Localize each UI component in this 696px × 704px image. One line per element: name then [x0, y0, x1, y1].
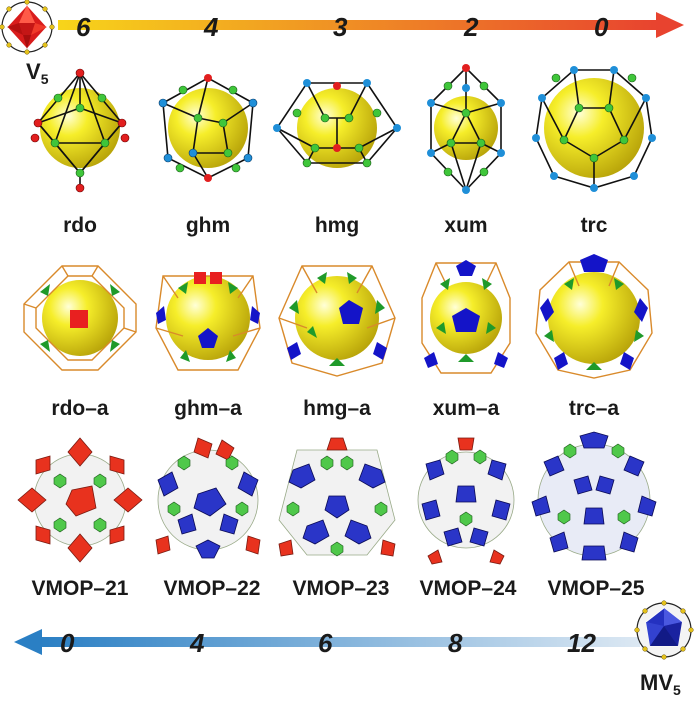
cage-label-1: rdo — [63, 214, 97, 237]
net-label-4: xum–a — [433, 397, 500, 420]
top-axis-number-3: 3 — [333, 12, 348, 42]
net-hmg-a — [278, 265, 396, 377]
net-label-1: rdo–a — [51, 397, 109, 420]
cage-ghm — [158, 74, 258, 182]
cage-label-2: ghm — [186, 214, 230, 237]
top-axis: 6 4 3 2 0 — [58, 12, 684, 42]
top-axis-number-1: 6 — [76, 12, 91, 42]
net-rdo-a — [23, 265, 137, 371]
vmop-22-structure — [155, 437, 261, 559]
vmop-24-structure — [417, 437, 515, 565]
mv5-label: MV5 — [640, 670, 681, 698]
cage-label-5: trc — [581, 214, 608, 237]
top-axis-number-5: 0 — [594, 12, 609, 42]
net-trc-a — [535, 254, 653, 379]
v5-polyhedron-icon — [0, 0, 55, 55]
bottom-axis: 0 4 6 8 12 — [14, 628, 640, 658]
cage-label-4: xum — [444, 214, 487, 237]
net-label-2: ghm–a — [174, 397, 242, 420]
vmop-label-3: VMOP–23 — [293, 577, 390, 600]
top-axis-number-2: 4 — [203, 12, 219, 42]
bottom-axis-number-4: 8 — [448, 628, 463, 658]
net-row — [23, 254, 653, 379]
top-axis-number-4: 2 — [463, 12, 479, 42]
vmop-row — [17, 431, 657, 565]
vmop-23-structure — [278, 437, 396, 557]
top-axis-arrowhead — [656, 12, 684, 38]
net-ghm-a — [155, 272, 261, 371]
cage-label-3: hmg — [315, 214, 359, 237]
bottom-axis-number-1: 0 — [60, 628, 75, 658]
mv5-polyhedron-icon — [634, 600, 694, 660]
cage-hmg — [273, 79, 401, 168]
bottom-axis-number-2: 4 — [189, 628, 205, 658]
cage-xum — [427, 64, 505, 194]
top-axis-bar — [58, 20, 658, 30]
vmop-label-1: VMOP–21 — [32, 577, 129, 600]
net-xum-a — [421, 260, 511, 374]
vmop-25-structure — [531, 431, 657, 561]
net-label-3: hmg–a — [303, 397, 371, 420]
net-label-5: trc–a — [569, 397, 620, 420]
bottom-axis-number-3: 6 — [318, 628, 333, 658]
vmop-label-4: VMOP–24 — [420, 577, 517, 600]
vmop-label-5: VMOP–25 — [548, 577, 645, 600]
vmop-21-structure — [17, 437, 143, 563]
vmop-label-2: VMOP–22 — [164, 577, 261, 600]
bottom-axis-arrowhead — [14, 629, 42, 655]
cage-rdo — [30, 68, 130, 193]
v5-label: V5 — [26, 59, 49, 87]
cage-row — [30, 64, 656, 194]
bottom-axis-bar — [40, 637, 640, 647]
cage-trc — [532, 66, 656, 192]
bottom-axis-number-5: 12 — [567, 628, 596, 658]
